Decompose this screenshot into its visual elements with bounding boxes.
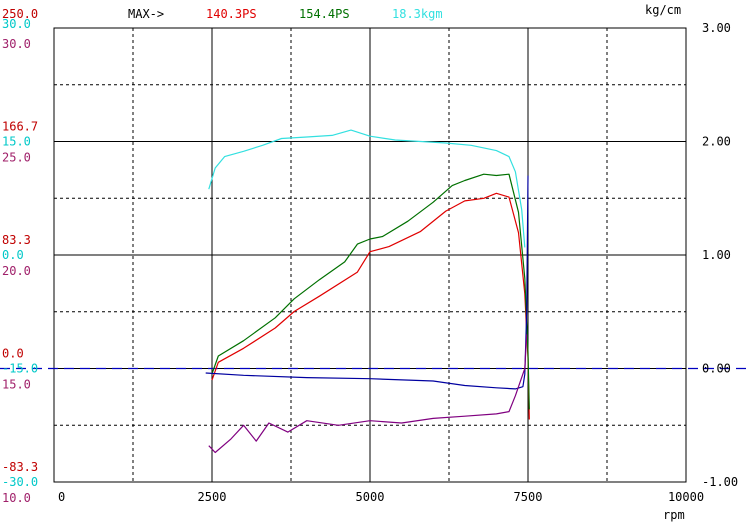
- header-max-label: MAX->: [128, 7, 164, 21]
- left-purple-label: 15.0: [2, 378, 31, 392]
- right-axis-unit: kg/cm: [645, 3, 681, 17]
- left-purple-label: 25.0: [2, 151, 31, 165]
- left-kgm-label: -15.0: [2, 362, 38, 376]
- x-tick-label: 0: [58, 490, 65, 504]
- chart-grid: [0, 27, 746, 483]
- x-tick-label: 10000: [668, 490, 704, 504]
- chart-header: MAX-> 140.3PS 154.4PS 18.3kgm kg/cm rpm: [128, 3, 685, 522]
- series-line-torque_cyan: [208, 129, 526, 248]
- right-tick-label: 2.00: [702, 135, 731, 149]
- left-ps-label: 83.3: [2, 233, 31, 247]
- left-kgm-label: 15.0: [2, 135, 31, 149]
- left-ps-label: -83.3: [2, 460, 38, 474]
- right-tick-label: 1.00: [702, 248, 731, 262]
- chart-labels: 0 2500 5000 7500 10000 3.00 2.00 1.00 0.00 -1.00 2…: [2, 7, 738, 505]
- left-ps-label: 250.0: [2, 7, 38, 21]
- x-axis-label: rpm: [663, 508, 685, 522]
- right-tick-label: 0.00: [702, 362, 731, 376]
- header-ps-red: 140.3PS: [206, 7, 257, 21]
- right-tick-label: -1.00: [702, 475, 738, 489]
- header-torque-cyan: 18.3kgm: [392, 7, 443, 21]
- left-kgm-label: 30.0: [2, 17, 31, 31]
- x-tick-label: 7500: [514, 490, 543, 504]
- left-kgm-label: -30.0: [2, 475, 38, 489]
- chart-curves: [205, 129, 530, 454]
- left-purple-label: 20.0: [2, 264, 31, 278]
- left-purple-label: 30.0: [2, 37, 31, 51]
- left-ps-label: 166.7: [2, 120, 38, 134]
- left-kgm-label: 0.0: [2, 248, 24, 262]
- left-purple-label: 10.0: [2, 491, 31, 505]
- x-tick-label: 5000: [356, 490, 385, 504]
- series-line-ps_green: [211, 173, 530, 410]
- series-line-purple: [208, 334, 528, 454]
- right-tick-label: 3.00: [702, 21, 731, 35]
- x-tick-label: 2500: [198, 490, 227, 504]
- left-ps-label: 0.0: [2, 347, 24, 361]
- series-line-ps_red: [211, 192, 530, 420]
- header-ps-green: 154.4PS: [299, 7, 350, 21]
